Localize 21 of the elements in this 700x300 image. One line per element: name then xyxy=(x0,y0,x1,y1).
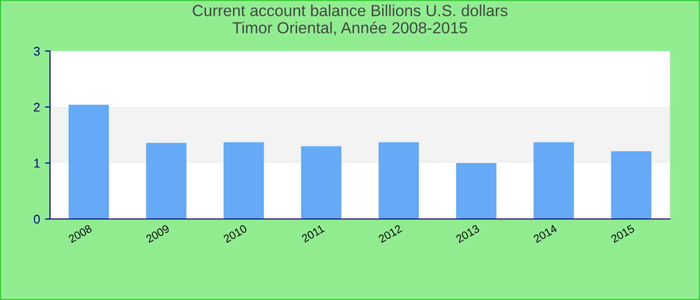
x-tick-label: 2014 xyxy=(532,224,558,244)
x-tick-label: 2013 xyxy=(455,224,480,244)
bar xyxy=(456,163,496,219)
bar xyxy=(68,104,109,219)
y-tick-label: 0 xyxy=(34,214,40,224)
x-tick-label: 2012 xyxy=(378,224,402,244)
x-tick-label: 2011 xyxy=(301,224,325,243)
chart-title: Current account balance Billions U.S. dollars Timor Oriental, Année 2008-2015 xyxy=(192,4,508,36)
bar xyxy=(224,142,264,219)
x-tick-label: 2015 xyxy=(610,224,635,244)
bar xyxy=(301,146,342,219)
x-tick-label: 2009 xyxy=(145,224,170,244)
y-tick-label: 2 xyxy=(34,102,40,112)
x-tick-label: 2010 xyxy=(222,224,248,244)
y-tick-label: 1 xyxy=(34,158,40,168)
y-tick-label: 3 xyxy=(34,46,40,56)
bar xyxy=(378,142,419,219)
bar xyxy=(146,142,186,219)
x-tick-label: 2008 xyxy=(68,224,92,244)
bar xyxy=(534,142,574,219)
bar xyxy=(611,151,652,219)
